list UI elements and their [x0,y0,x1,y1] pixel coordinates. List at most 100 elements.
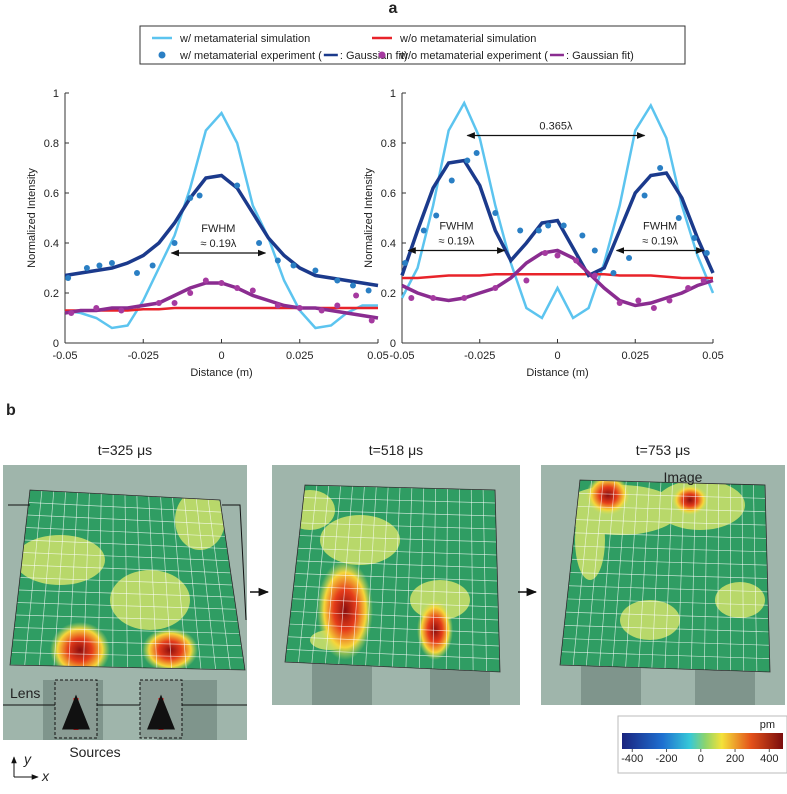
data-point [297,305,303,311]
x-axis-label: Distance (m) [190,367,252,379]
data-point [109,260,115,266]
data-point [334,278,340,284]
x-tick-label: 0 [218,350,224,362]
lens-label: Lens [10,685,40,701]
legend-dot [379,52,386,59]
surface-peak [317,560,373,660]
data-point [275,303,281,309]
data-point [635,298,641,304]
data-point [118,308,124,314]
data-point [65,275,71,281]
annotation-text: ≈ 0.19λ [200,238,237,250]
data-point [626,255,632,261]
data-point [96,263,102,269]
data-point [150,263,156,269]
data-point [290,263,296,269]
data-point [172,240,178,246]
data-point [319,308,325,314]
surface-blob [320,515,400,565]
y-tick-label: 0 [53,338,59,350]
data-point [256,240,262,246]
data-point [219,280,225,286]
data-point [536,228,542,234]
data-point [408,295,414,301]
colorbar-tick-label: 0 [698,753,704,765]
colorbar-tick-label: 400 [760,753,778,765]
series-line [65,283,378,318]
data-point [464,158,470,164]
data-point [592,273,598,279]
legend-label: : Gaussian fit) [566,50,634,62]
data-point [474,150,480,156]
data-point [421,228,427,234]
annotation-text: 0.365λ [539,121,573,133]
legend-label: w/ metamaterial experiment ( [179,50,322,62]
x-tick-label: 0 [554,350,560,362]
data-point [68,310,74,316]
x-tick-label: 0.05 [702,350,723,362]
legend-label: w/ metamaterial simulation [179,33,310,45]
data-point [517,228,523,234]
data-point [592,248,598,254]
colorbar-unit: pm [760,719,775,731]
colorbar-tick-label: -400 [621,753,643,765]
sources-label: Sources [69,744,120,760]
data-point [701,278,707,284]
data-point [234,285,240,291]
data-point [579,233,585,239]
axis-x-label: x [41,768,50,784]
data-point [353,293,359,299]
annotation-text: ≈ 0.19λ [438,236,475,248]
colorbar-tick-label: 200 [726,753,744,765]
data-point [573,258,579,264]
x-tick-label: -0.025 [128,350,159,362]
data-point [657,165,663,171]
data-point [93,305,99,311]
data-point [617,300,623,306]
data-point [134,270,140,276]
y-tick-label: 1 [390,88,396,100]
data-point [250,288,256,294]
y-tick-label: 1 [53,88,59,100]
data-point [523,278,529,284]
data-point [312,268,318,274]
x-tick-label: -0.05 [52,350,77,362]
y-tick-label: 0.2 [381,288,396,300]
y-axis-label: Normalized Intensity [26,168,38,268]
y-tick-label: 0.6 [381,188,396,200]
axis-y-label: y [23,751,32,767]
x-tick-label: 0.025 [286,350,314,362]
y-tick-label: 0.8 [381,138,396,150]
legend-label: w/o metamaterial simulation [399,33,536,45]
data-point [197,193,203,199]
legend-dot [159,52,166,59]
data-point [369,318,375,324]
data-point [492,285,498,291]
frame-title: t=518 μs [369,442,423,458]
data-point [203,278,209,284]
data-point [449,178,455,184]
data-point [156,300,162,306]
surface-blob [715,582,765,618]
x-axis-label: Distance (m) [526,367,588,379]
annotation-text: FWHM [201,223,235,235]
data-point [561,223,567,229]
data-point [187,290,193,296]
legend-label: w/o metamaterial experiment ( [399,50,548,62]
x-tick-label: -0.05 [389,350,414,362]
data-point [542,250,548,256]
surface-peak [142,628,198,672]
data-point [651,305,657,311]
data-point [350,283,356,289]
data-point [172,300,178,306]
panel-label: b [6,402,16,419]
data-point [366,288,372,294]
data-point [492,210,498,216]
frame-title: t=325 μs [98,442,152,458]
data-point [334,303,340,309]
y-tick-label: 0.4 [44,238,59,250]
y-tick-label: 0.4 [381,238,396,250]
data-point [610,270,616,276]
charts: 0 0.2 0.4 0.6 0.8 1 -0.05 -0.025 0 0.025 0.05 Dista… [26,88,724,379]
